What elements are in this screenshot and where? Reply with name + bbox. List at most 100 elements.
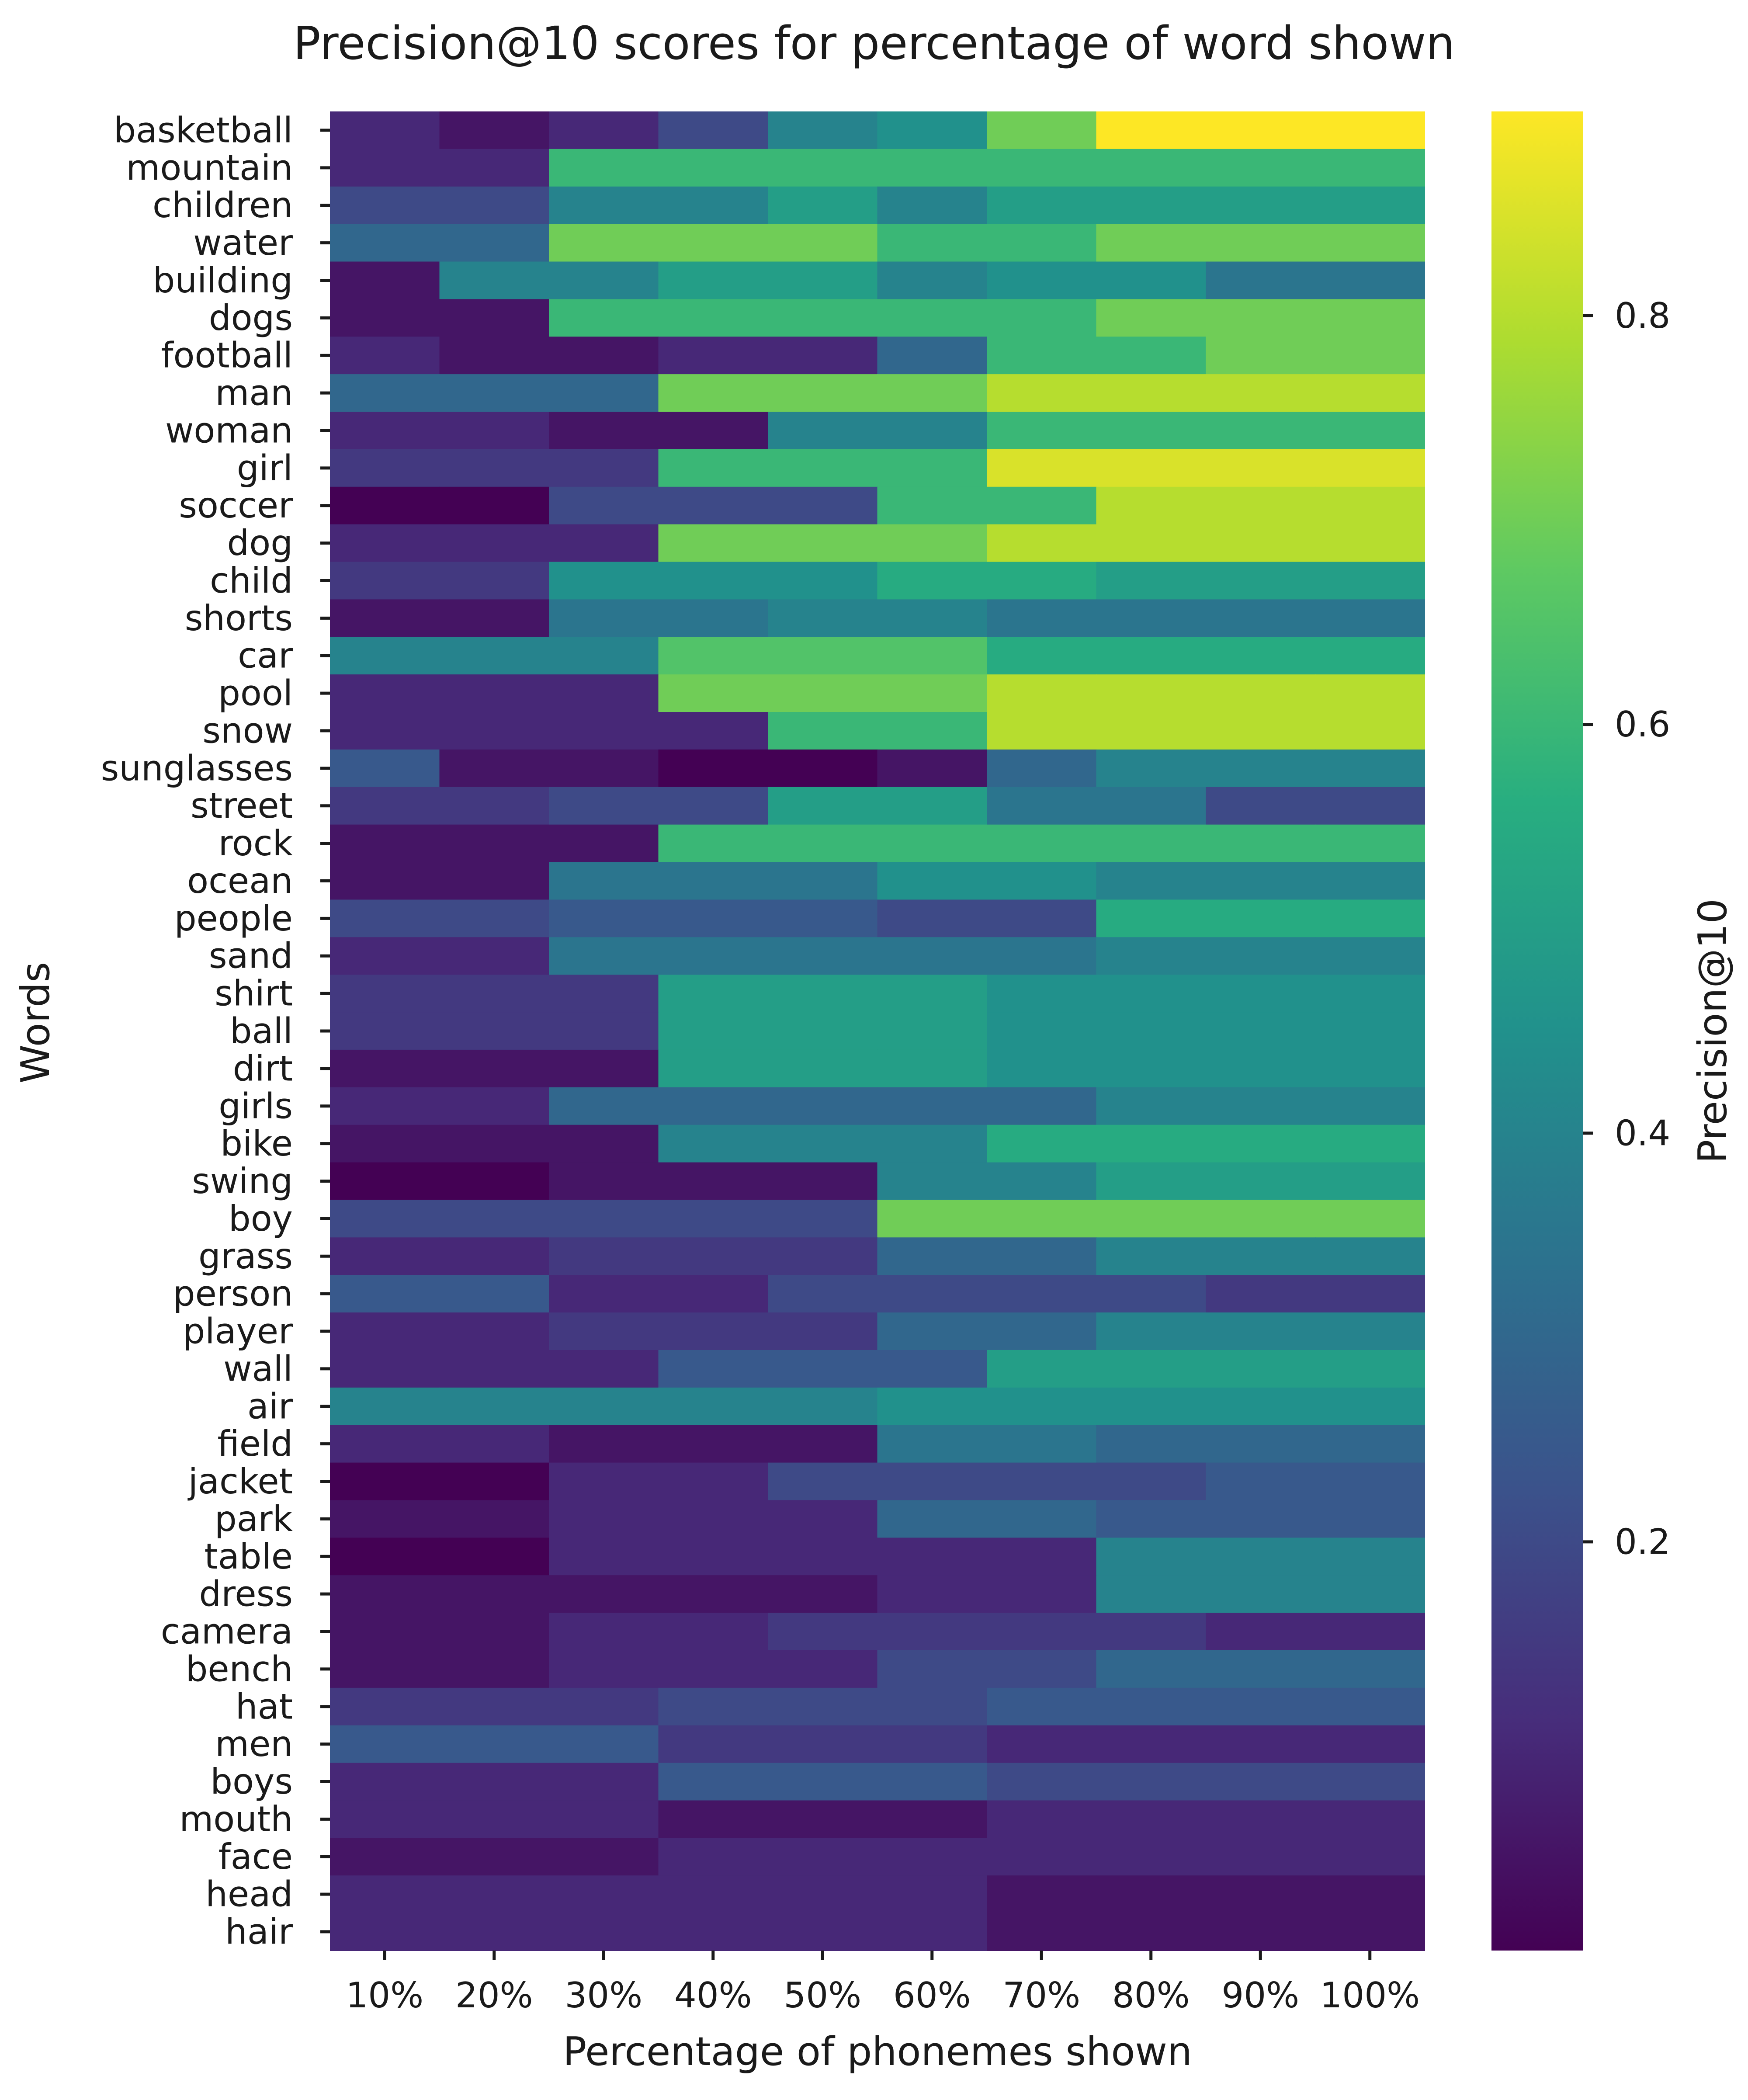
heatmap-cell <box>987 299 1097 337</box>
heatmap-cell <box>1096 1875 1206 1914</box>
y-tick-label: dog <box>227 523 293 563</box>
heatmap-cell <box>877 111 987 149</box>
heatmap-cell <box>330 637 440 675</box>
heatmap-cell <box>1096 712 1206 750</box>
heatmap-cell <box>1315 1650 1425 1688</box>
heatmap-cell <box>439 1687 549 1726</box>
heatmap-cell <box>549 862 659 900</box>
heatmap-cell <box>768 1312 878 1350</box>
heatmap-cell <box>987 486 1097 525</box>
heatmap-cell <box>877 1275 987 1313</box>
heatmap-cell <box>549 1763 659 1801</box>
heatmap-cell <box>1315 1387 1425 1426</box>
heatmap-cell <box>877 674 987 713</box>
heatmap-cell <box>658 1875 768 1914</box>
heatmap-cell <box>987 1650 1097 1688</box>
y-tick-label: ball <box>230 1011 293 1052</box>
heatmap-cell <box>877 299 987 337</box>
heatmap-cell <box>987 1125 1097 1163</box>
heatmap-cell <box>1096 1237 1206 1276</box>
y-tick-label: head <box>205 1874 293 1915</box>
heatmap-cell <box>768 899 878 938</box>
y-tick-label: water <box>193 222 293 263</box>
heatmap-cell <box>1096 1650 1206 1688</box>
heatmap-cell <box>768 261 878 300</box>
heatmap-cell <box>987 674 1097 713</box>
heatmap-cell <box>877 1125 987 1163</box>
heatmap-cell <box>1315 1687 1425 1726</box>
heatmap-cell <box>439 1613 549 1651</box>
heatmap-cell <box>549 1462 659 1501</box>
heatmap-cell <box>987 1725 1097 1763</box>
heatmap-cell <box>1315 749 1425 788</box>
heatmap-cell <box>1096 149 1206 187</box>
heatmap-cell <box>987 749 1097 788</box>
heatmap-cell <box>330 261 440 300</box>
heatmap-cell <box>987 937 1097 975</box>
heatmap-cell <box>1206 111 1316 149</box>
heatmap-cell <box>877 1650 987 1688</box>
y-tick-label: dirt <box>233 1048 293 1089</box>
heatmap-cell <box>439 787 549 825</box>
heatmap-cell <box>768 1462 878 1501</box>
heatmap-cell <box>768 1687 878 1726</box>
heatmap-cell <box>877 599 987 638</box>
heatmap-cell <box>658 374 768 413</box>
heatmap-cell <box>330 1725 440 1763</box>
heatmap-cell <box>549 374 659 413</box>
heatmap-cell <box>1206 749 1316 788</box>
heatmap-cell <box>987 862 1097 900</box>
heatmap-cell <box>987 1462 1097 1501</box>
y-tick-label: camera <box>161 1611 293 1652</box>
heatmap-cell <box>768 1200 878 1238</box>
heatmap-cell <box>330 1650 440 1688</box>
heatmap-cell <box>439 1575 549 1614</box>
heatmap-cell <box>549 1575 659 1614</box>
heatmap-cell <box>1206 1012 1316 1050</box>
heatmap-cell <box>1206 937 1316 975</box>
heatmap-cell <box>658 637 768 675</box>
heatmap-cell <box>1315 1500 1425 1538</box>
heatmap-cell <box>877 224 987 262</box>
heatmap-cell <box>330 862 440 900</box>
y-axis-label: Words <box>13 962 59 1083</box>
heatmap-cell <box>768 1763 878 1801</box>
heatmap-cell <box>877 1875 987 1914</box>
heatmap-cell <box>987 599 1097 638</box>
heatmap-cell <box>1206 1575 1316 1614</box>
heatmap-cell <box>1096 1575 1206 1614</box>
heatmap-cell <box>1315 299 1425 337</box>
heatmap-cell <box>1206 486 1316 525</box>
heatmap-cell <box>1315 186 1425 225</box>
heatmap-cell <box>1315 1725 1425 1763</box>
heatmap-cell <box>877 1763 987 1801</box>
heatmap-cell <box>877 337 987 375</box>
heatmap-cell <box>1315 224 1425 262</box>
heatmap-cell <box>768 1012 878 1050</box>
heatmap-cell <box>987 524 1097 562</box>
heatmap-cell <box>987 1237 1097 1276</box>
heatmap-cell <box>439 1425 549 1463</box>
heatmap-cell <box>1206 1312 1316 1350</box>
heatmap-cell <box>330 674 440 713</box>
heatmap-cell <box>1315 149 1425 187</box>
heatmap-cell <box>1206 449 1316 487</box>
y-tick-label: soccer <box>179 485 293 526</box>
heatmap-cell <box>1206 1763 1316 1801</box>
heatmap-cell <box>1315 524 1425 562</box>
heatmap-cell <box>658 1462 768 1501</box>
heatmap-cell <box>1096 111 1206 149</box>
heatmap-cell <box>1206 787 1316 825</box>
y-tick-label: men <box>215 1724 293 1764</box>
heatmap-cell <box>549 712 659 750</box>
heatmap-cell <box>1096 674 1206 713</box>
heatmap-cell <box>1206 524 1316 562</box>
heatmap-cell <box>987 975 1097 1013</box>
heatmap-cell <box>330 749 440 788</box>
heatmap-cell <box>877 1049 987 1088</box>
heatmap-cell <box>1206 674 1316 713</box>
heatmap-cell <box>1315 787 1425 825</box>
heatmap-cell <box>877 1012 987 1050</box>
heatmap-cell <box>439 1913 549 1951</box>
heatmap-cell <box>330 1012 440 1050</box>
